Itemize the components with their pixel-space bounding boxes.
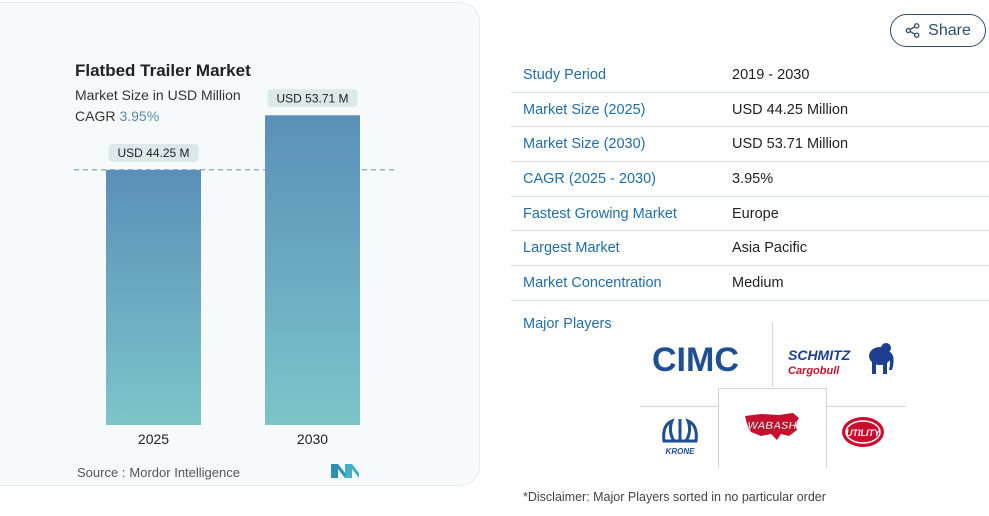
info-value: Europe <box>732 205 779 222</box>
info-label: Largest Market <box>523 240 620 257</box>
x-tick-label: 2030 <box>297 431 328 447</box>
cargobull-logo-text: Cargobull <box>788 365 840 377</box>
info-label: Market Concentration <box>523 274 662 291</box>
info-label: Fastest Growing Market <box>523 205 677 222</box>
cagr-value: 3.95% <box>119 108 160 124</box>
schmitz-logo-text: SCHMITZ <box>788 347 851 363</box>
chart-source: Source : Mordor Intelligence <box>77 465 240 480</box>
info-row-fastest-growing: Fastest Growing Market Europe <box>511 197 989 232</box>
info-row-market-concentration: Market Concentration Medium <box>511 266 989 301</box>
data-label: USD 53.71 M <box>276 91 348 105</box>
x-tick-label: 2025 <box>138 431 169 447</box>
krone-logo[interactable]: KRONE <box>658 417 702 457</box>
disclaimer-text: *Disclaimer: Major Players sorted in no … <box>523 490 826 504</box>
info-label: Market Size (2025) <box>523 101 646 118</box>
data-label-bg <box>108 143 199 162</box>
info-value: Asia Pacific <box>732 240 807 257</box>
major-players-label: Major Players <box>523 316 612 332</box>
cagr-label: CAGR <box>75 108 116 124</box>
info-value: Medium <box>732 274 784 291</box>
cimc-logo[interactable]: CIMC <box>650 340 760 376</box>
grid-divider <box>772 322 773 387</box>
info-value: USD 53.71 Million <box>732 136 849 153</box>
bar-2025[interactable] <box>106 169 201 425</box>
utility-logo-text: UTILITY <box>846 428 881 438</box>
elephant-icon <box>869 343 894 374</box>
data-label: USD 44.25 M <box>117 146 189 160</box>
data-label-bg <box>267 89 358 108</box>
info-row-study-period: Study Period 2019 - 2030 <box>511 58 989 93</box>
krone-logo-text: KRONE <box>666 447 696 456</box>
chart-subtitle: Market Size in USD Million <box>75 87 241 103</box>
wabash-logo-text: WABASH <box>748 420 798 432</box>
info-row-cagr: CAGR (2025 - 2030) 3.95% <box>511 162 989 197</box>
wabash-logo[interactable]: WABASH <box>741 410 803 444</box>
mordor-logo-icon <box>331 464 359 478</box>
source-name: Mordor Intelligence <box>129 465 240 480</box>
major-players-grid: CIMC SCHMITZ Cargobull KRONE WABASH UTIL… <box>640 322 906 468</box>
schmitz-cargobull-logo[interactable]: SCHMITZ Cargobull <box>786 338 898 380</box>
bar-chart: USD 44.25 M 2025 USD 53.71 M 2030 <box>74 89 394 447</box>
info-value: 2019 - 2030 <box>732 66 810 83</box>
source-label: Source : <box>77 465 126 480</box>
chart-card: Flatbed Trailer Market Market Size in US… <box>0 2 480 486</box>
info-row-largest-market: Largest Market Asia Pacific <box>511 231 989 267</box>
info-row-market-size-2030: Market Size (2030) USD 53.71 Million <box>511 127 989 163</box>
market-info-table: Study Period 2019 - 2030 Market Size (20… <box>511 58 989 301</box>
info-label: Market Size (2030) <box>523 136 646 153</box>
share-icon <box>905 23 920 38</box>
share-button[interactable]: Share <box>890 14 986 47</box>
info-label: CAGR (2025 - 2030) <box>523 170 656 187</box>
cimc-logo-text: CIMC <box>652 341 739 376</box>
info-value: 3.95% <box>732 170 774 187</box>
chart-title: Flatbed Trailer Market <box>75 61 251 80</box>
info-label: Study Period <box>523 66 607 83</box>
info-value: USD 44.25 Million <box>732 101 849 118</box>
utility-badge-icon <box>842 417 884 447</box>
bar-2030[interactable] <box>265 115 360 425</box>
info-row-market-size-2025: Market Size (2025) USD 44.25 Million <box>511 93 989 128</box>
share-label: Share <box>928 21 971 39</box>
krone-crown-icon <box>662 418 698 443</box>
us-map-icon <box>745 413 799 440</box>
utility-logo[interactable]: UTILITY <box>839 415 887 449</box>
chart-cagr: CAGR 3.95% <box>75 108 159 124</box>
